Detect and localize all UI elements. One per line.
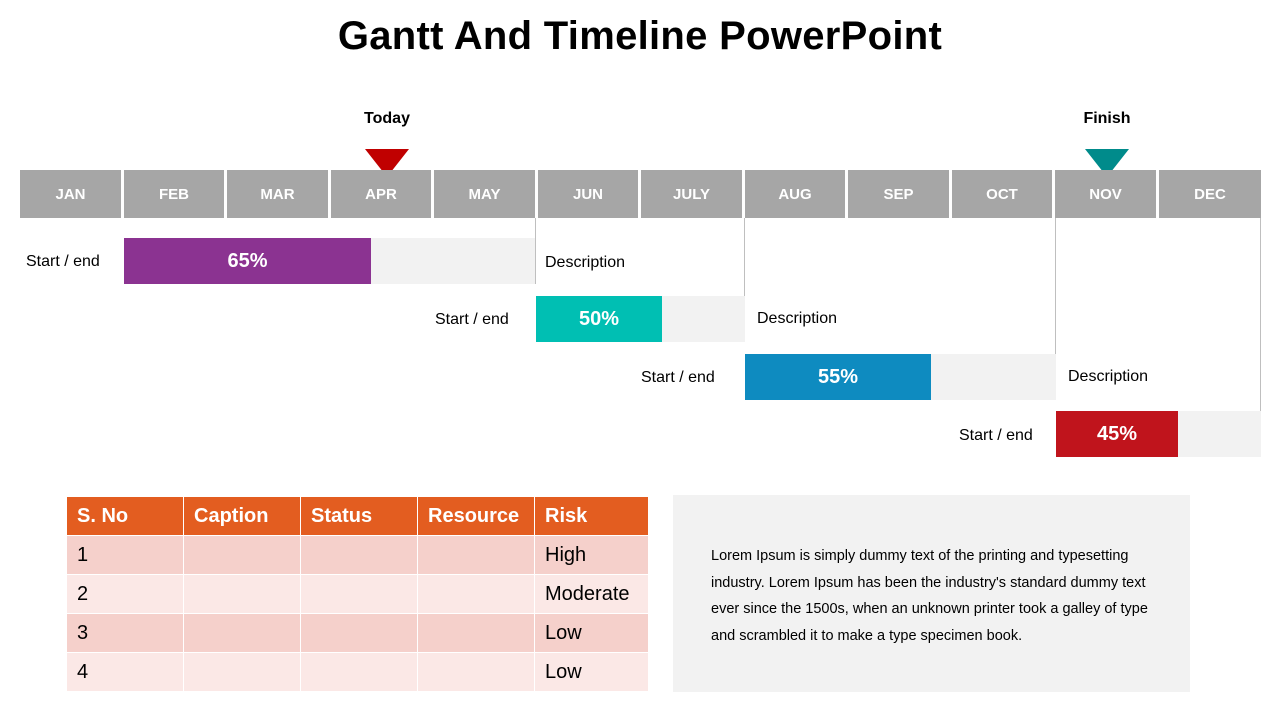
month-may: MAY xyxy=(434,170,535,218)
connector-line xyxy=(1260,218,1261,456)
task-2-label: Start / end xyxy=(435,311,509,328)
month-july: JULY xyxy=(641,170,742,218)
task-1-bar: 65% xyxy=(124,238,371,284)
task-1-description: Description xyxy=(545,254,626,271)
connector-line xyxy=(744,218,745,332)
connector-line xyxy=(1055,218,1056,400)
month-aug: AUG xyxy=(745,170,845,218)
month-dec: DEC xyxy=(1159,170,1261,218)
month-mar: MAR xyxy=(227,170,328,218)
task-4-bar: 45% xyxy=(1056,411,1178,457)
table-cell: Low xyxy=(534,613,649,653)
month-jun: JUN xyxy=(538,170,638,218)
month-oct: OCT xyxy=(952,170,1052,218)
table-cell xyxy=(300,574,418,614)
table-cell xyxy=(300,535,418,575)
finish-label: Finish xyxy=(1083,110,1131,127)
month-feb: FEB xyxy=(124,170,224,218)
task-3-bar: 55% xyxy=(745,354,931,400)
table-cell xyxy=(183,613,301,653)
today-label: Today xyxy=(364,110,410,127)
table-cell: 2 xyxy=(66,574,184,614)
task-2-description: Description xyxy=(757,310,838,327)
table-row: 2 Moderate xyxy=(66,574,649,614)
table-cell: 3 xyxy=(66,613,184,653)
table-row: 3 Low xyxy=(66,613,649,653)
table-cell: Moderate xyxy=(534,574,649,614)
header-caption: Caption xyxy=(183,496,301,536)
table-cell xyxy=(417,535,535,575)
table-cell: 1 xyxy=(66,535,184,575)
table-cell: Low xyxy=(534,652,649,692)
header-status: Status xyxy=(300,496,418,536)
month-jan: JAN xyxy=(20,170,121,218)
table-cell xyxy=(417,613,535,653)
table-cell xyxy=(300,652,418,692)
table-cell xyxy=(183,535,301,575)
table-cell xyxy=(300,613,418,653)
header-risk: Risk xyxy=(534,496,649,536)
table-cell xyxy=(417,652,535,692)
month-sep: SEP xyxy=(848,170,949,218)
table-row: 4 Low xyxy=(66,652,649,692)
connector-line xyxy=(535,218,536,284)
table-cell: 4 xyxy=(66,652,184,692)
task-4-label: Start / end xyxy=(959,427,1033,444)
text-box: Lorem Ipsum is simply dummy text of the … xyxy=(673,495,1190,692)
table-header-row: S. No Caption Status Resource Risk xyxy=(66,496,649,536)
task-3-description: Description xyxy=(1068,368,1149,385)
task-2-bar: 50% xyxy=(536,296,662,342)
task-1-label: Start / end xyxy=(26,253,100,270)
header-sno: S. No xyxy=(66,496,184,536)
page-title: Gantt And Timeline PowerPoint xyxy=(337,14,943,58)
lorem-text: Lorem Ipsum is simply dummy text of the … xyxy=(711,548,1148,644)
risk-table: S. No Caption Status Resource Risk 1 Hig… xyxy=(66,496,649,692)
header-resource: Resource xyxy=(417,496,535,536)
table-row: 1 High xyxy=(66,535,649,575)
table-cell: High xyxy=(534,535,649,575)
table-cell xyxy=(183,652,301,692)
table-cell xyxy=(417,574,535,614)
month-header: JAN FEB MAR APR MAY JUN JULY AUG SEP OCT… xyxy=(20,170,1261,218)
table-cell xyxy=(183,574,301,614)
task-3-label: Start / end xyxy=(641,369,715,386)
month-nov: NOV xyxy=(1055,170,1156,218)
month-apr: APR xyxy=(331,170,431,218)
